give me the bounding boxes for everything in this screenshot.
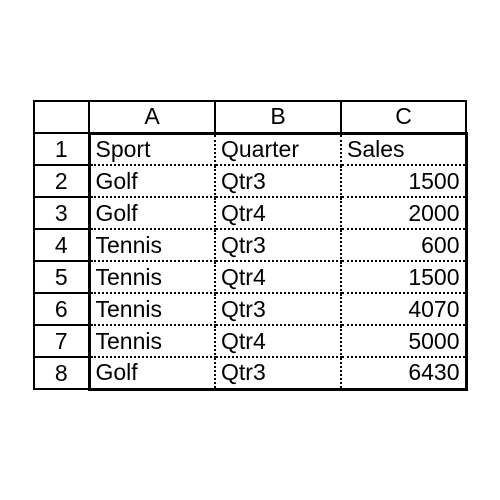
table-row: 5 Tennis Qtr4 1500 [33, 260, 468, 294]
row-header[interactable]: 5 [33, 260, 90, 294]
cell-b8[interactable]: Qtr3 [215, 357, 342, 391]
row-header[interactable]: 6 [33, 292, 90, 326]
row-header[interactable]: 4 [33, 228, 90, 262]
column-header-b[interactable]: B [214, 100, 342, 134]
cell-b7[interactable]: Qtr4 [215, 325, 342, 358]
cell-c6[interactable]: 4070 [341, 293, 468, 326]
table-row: 4 Tennis Qtr3 600 [33, 228, 468, 262]
grid-body: 1 Sport Quarter Sales 2 Golf Qtr3 1500 3 Golf Qtr4… [33, 131, 468, 391]
cell-b2[interactable]: Qtr3 [215, 165, 342, 198]
column-header-row: A B C [33, 100, 467, 134]
cell-a6[interactable]: Tennis [87, 293, 216, 326]
cell-a2[interactable]: Golf [87, 165, 216, 198]
cell-b4[interactable]: Qtr3 [215, 229, 342, 262]
row-header[interactable]: 8 [33, 356, 90, 390]
cell-a1[interactable]: Sport [87, 131, 216, 166]
cell-c1[interactable]: Sales [341, 131, 468, 166]
cell-c4[interactable]: 600 [341, 229, 468, 262]
row-header[interactable]: 2 [33, 164, 90, 198]
cell-c3[interactable]: 2000 [341, 197, 468, 230]
row-header[interactable]: 3 [33, 196, 90, 230]
table-row: 2 Golf Qtr3 1500 [33, 164, 468, 198]
spreadsheet-grid: A B C 1 Sport Quarter Sales 2 Golf Qtr3 1500 3 Go… [33, 100, 468, 391]
column-header-c[interactable]: C [340, 100, 467, 134]
cell-b5[interactable]: Qtr4 [215, 261, 342, 294]
table-row: 8 Golf Qtr3 6430 [33, 356, 468, 391]
table-row: 6 Tennis Qtr3 4070 [33, 292, 468, 326]
column-header-a[interactable]: A [88, 100, 216, 134]
cell-a7[interactable]: Tennis [87, 325, 216, 358]
cell-c5[interactable]: 1500 [341, 261, 468, 294]
cell-a8[interactable]: Golf [87, 357, 216, 391]
cell-a4[interactable]: Tennis [87, 229, 216, 262]
row-header[interactable]: 7 [33, 324, 90, 358]
table-row: 3 Golf Qtr4 2000 [33, 196, 468, 230]
cell-a5[interactable]: Tennis [87, 261, 216, 294]
cell-c2[interactable]: 1500 [341, 165, 468, 198]
cell-a3[interactable]: Golf [87, 197, 216, 230]
select-all-corner[interactable] [33, 100, 90, 134]
cell-b6[interactable]: Qtr3 [215, 293, 342, 326]
row-header[interactable]: 1 [33, 132, 90, 166]
table-row: 7 Tennis Qtr4 5000 [33, 324, 468, 358]
cell-c8[interactable]: 6430 [341, 357, 468, 391]
cell-c7[interactable]: 5000 [341, 325, 468, 358]
table-row: 1 Sport Quarter Sales [33, 131, 468, 166]
cell-b1[interactable]: Quarter [215, 131, 342, 166]
cell-b3[interactable]: Qtr4 [215, 197, 342, 230]
